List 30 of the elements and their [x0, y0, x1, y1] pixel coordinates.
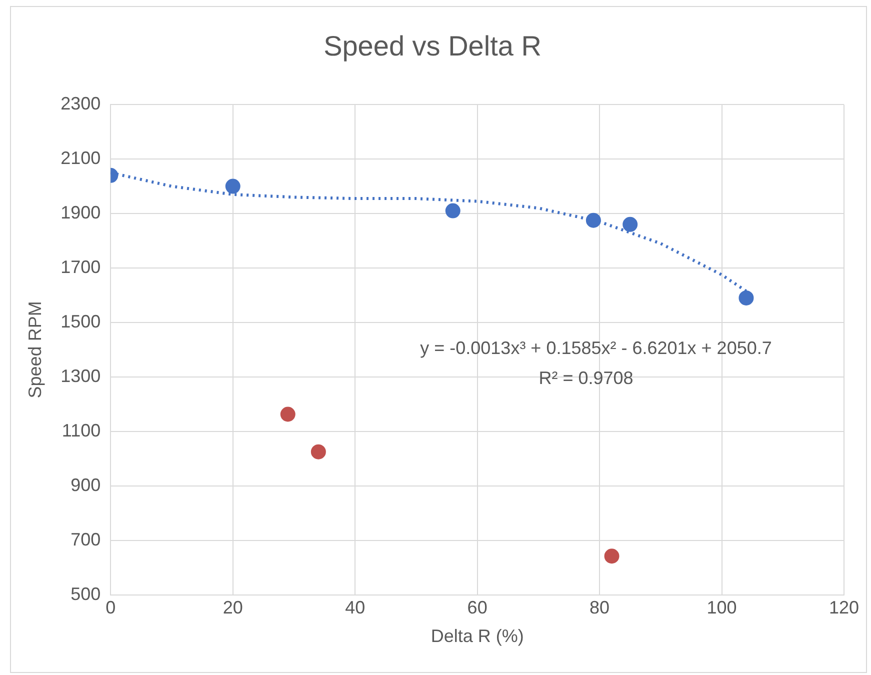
annotation: R² = 0.9708: [538, 368, 634, 388]
point: [738, 290, 754, 306]
x-tick-label: 60: [467, 598, 488, 618]
y-axis-title: Speed RPM: [24, 301, 45, 398]
point: [622, 216, 638, 232]
y-tick-label: 2100: [60, 148, 101, 168]
y-tick-label: 1900: [60, 202, 101, 222]
y-tick-label: 1500: [60, 311, 101, 332]
y-tick-label: 1700: [60, 256, 101, 277]
y-tick-label: 1100: [62, 420, 101, 440]
x-tick-label: 0: [106, 598, 116, 618]
x-tick-label: 100: [706, 598, 737, 618]
point: [225, 178, 240, 194]
point: [604, 548, 620, 564]
point: [586, 212, 601, 228]
annotation: y = -0.0013x³ + 0.1585x² - 6.6201x + 2050.7: [420, 338, 772, 358]
y-tick-label: 500: [70, 584, 101, 604]
y-tick-label: 2300: [60, 94, 101, 114]
x-tick-label: 40: [345, 598, 366, 618]
x-tick-label: 20: [222, 598, 243, 618]
y-tick-label: 900: [70, 474, 101, 495]
x-axis-title: Delta R (%): [430, 626, 524, 646]
x-tick-label: 80: [590, 598, 610, 618]
x-tick-label: 120: [828, 598, 860, 618]
y-tick-label: 1300: [60, 366, 101, 386]
chart-title: Speed vs Delta R: [324, 30, 542, 62]
point: [445, 203, 460, 218]
y-tick-label: 700: [70, 529, 101, 550]
point: [280, 406, 296, 422]
point: [310, 444, 326, 460]
